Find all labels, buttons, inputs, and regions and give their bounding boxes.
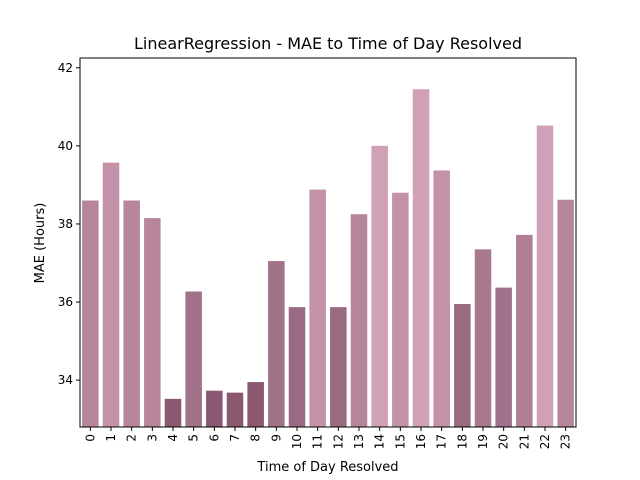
bar-20 <box>495 287 512 427</box>
y-tick-label: 38 <box>58 217 73 231</box>
bar-8 <box>247 382 264 427</box>
bar-14 <box>371 145 388 427</box>
bar-3 <box>144 218 161 427</box>
bar-17 <box>433 170 450 427</box>
x-tick-label: 23 <box>559 434 573 449</box>
bar-5 <box>185 291 202 427</box>
x-tick-label: 22 <box>538 434 552 449</box>
x-tick-label: 0 <box>83 434 97 442</box>
bar-22 <box>536 125 554 428</box>
bar-0 <box>82 200 99 427</box>
bars-group <box>82 89 574 428</box>
y-tick-label: 34 <box>58 373 73 387</box>
bar-19 <box>474 249 492 427</box>
bar-10 <box>288 307 306 427</box>
x-tick-label: 9 <box>269 434 283 442</box>
x-tick-label: 12 <box>331 434 345 449</box>
x-tick-label: 15 <box>393 434 407 449</box>
y-tick-label: 40 <box>58 139 73 153</box>
chart-title: LinearRegression - MAE to Time of Day Re… <box>134 34 522 53</box>
x-tick-label: 10 <box>290 434 304 449</box>
x-tick-label: 2 <box>125 434 139 442</box>
bar-18 <box>454 304 471 427</box>
x-tick-label: 11 <box>311 434 325 449</box>
x-tick-label: 20 <box>497 434 511 449</box>
x-tick-label: 21 <box>517 434 531 449</box>
x-tick-label: 3 <box>145 434 159 442</box>
x-axis: 0 1 2 3 4 5 6 7 8 9 10 11 12 13 14 15 16 17 18 19 20 21 22 23 <box>83 427 573 449</box>
bar-21 <box>516 234 533 427</box>
bar-23 <box>557 199 574 427</box>
y-tick-label: 36 <box>58 295 73 309</box>
bar-12 <box>330 307 347 427</box>
x-tick-label: 5 <box>187 434 201 442</box>
bar-13 <box>350 214 368 427</box>
bar-2 <box>123 200 140 427</box>
bar-16 <box>412 89 430 427</box>
x-tick-label: 16 <box>414 434 428 449</box>
x-tick-label: 14 <box>373 434 387 449</box>
x-tick-label: 4 <box>166 434 180 442</box>
y-tick-label: 42 <box>58 61 73 75</box>
bar-4 <box>164 398 182 427</box>
bar-6 <box>206 390 223 427</box>
x-tick-label: 19 <box>476 434 490 449</box>
x-axis-label: Time of Day Resolved <box>256 460 398 475</box>
bar-11 <box>309 189 326 427</box>
x-tick-label: 8 <box>249 434 263 442</box>
bar-1 <box>102 162 120 427</box>
y-axis: 34 36 38 40 42 <box>58 61 80 387</box>
x-tick-label: 7 <box>228 434 242 442</box>
bar-9 <box>268 261 285 427</box>
y-axis-label: MAE (Hours) <box>33 203 48 284</box>
bar-15 <box>392 192 409 427</box>
bar-7 <box>226 392 244 427</box>
x-tick-label: 1 <box>104 434 118 442</box>
x-tick-label: 13 <box>352 434 366 449</box>
plot-frame <box>79 57 577 428</box>
x-tick-label: 6 <box>207 434 221 442</box>
x-tick-label: 18 <box>455 434 469 449</box>
x-tick-label: 17 <box>435 434 449 449</box>
